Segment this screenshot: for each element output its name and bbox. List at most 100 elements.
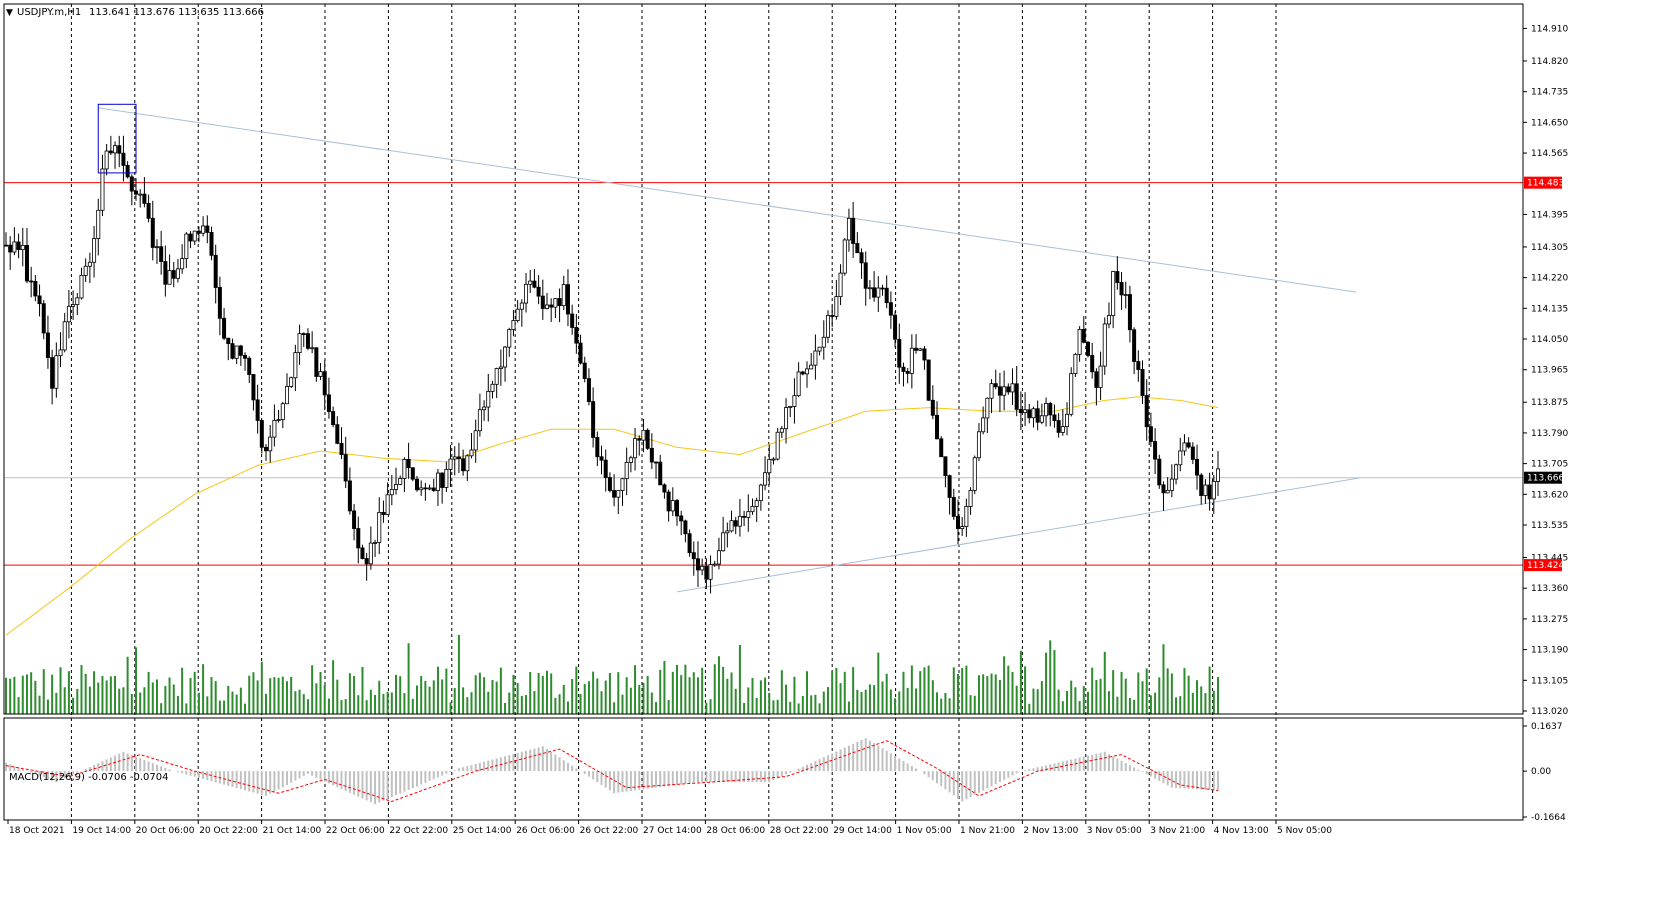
candle-body bbox=[658, 461, 663, 486]
candle-body bbox=[691, 552, 696, 560]
candle-body bbox=[1199, 474, 1204, 496]
trendline[interactable] bbox=[676, 477, 1361, 593]
candle-body bbox=[66, 305, 71, 323]
candle-body bbox=[1044, 403, 1049, 417]
price-label: 113.705 bbox=[1531, 460, 1568, 470]
candle-body bbox=[536, 286, 541, 297]
macd-tick-label: -0.1664 bbox=[1531, 813, 1566, 823]
candle-body bbox=[477, 409, 482, 432]
candle-body bbox=[1060, 426, 1065, 433]
candle-body bbox=[318, 371, 323, 377]
time-label: 18 Oct 2021 bbox=[9, 826, 65, 836]
candle-body bbox=[574, 327, 579, 344]
candle-body bbox=[498, 366, 503, 369]
price-axis[interactable]: 114.910 114.820 114.735 114.650 114.565 114.3… bbox=[1523, 24, 1568, 717]
candle-body bbox=[184, 233, 189, 259]
candle-body bbox=[637, 438, 642, 441]
candle-body bbox=[217, 287, 222, 319]
candle-body bbox=[750, 506, 755, 513]
candle-body bbox=[167, 270, 172, 285]
candle-body bbox=[926, 359, 931, 401]
volume-bars bbox=[5, 634, 1219, 714]
time-label: 22 Oct 22:00 bbox=[389, 826, 448, 836]
candle-body bbox=[452, 456, 457, 460]
candle-body bbox=[1216, 468, 1221, 482]
time-label: 25 Oct 14:00 bbox=[453, 826, 512, 836]
candle-body bbox=[1190, 446, 1195, 460]
price-level-label: 114.483 bbox=[1527, 179, 1564, 189]
candle-body bbox=[1018, 409, 1023, 413]
candle-body bbox=[402, 459, 407, 479]
candle-body bbox=[305, 333, 310, 349]
candle-body bbox=[612, 490, 617, 498]
candle-body bbox=[264, 446, 269, 452]
candle-body bbox=[238, 345, 243, 356]
candle-body bbox=[364, 558, 369, 565]
candle-body bbox=[1035, 408, 1040, 423]
candle-body bbox=[163, 261, 168, 285]
candle-body bbox=[1119, 282, 1124, 296]
time-label: 21 Oct 14:00 bbox=[263, 826, 322, 836]
candle-body bbox=[599, 456, 604, 461]
candle-body bbox=[641, 429, 646, 441]
candle-body bbox=[649, 447, 654, 463]
candle-body bbox=[784, 407, 789, 430]
time-label: 22 Oct 06:00 bbox=[326, 826, 385, 836]
candle-body bbox=[524, 283, 529, 304]
price-label: 113.020 bbox=[1531, 707, 1568, 717]
candle-body bbox=[4, 244, 9, 247]
candle-body bbox=[763, 472, 768, 486]
price-label: 113.965 bbox=[1531, 366, 1568, 376]
chart-title-arrow-icon[interactable]: ▼ bbox=[6, 8, 13, 18]
candle-body bbox=[792, 395, 797, 407]
candle-body bbox=[767, 459, 772, 474]
price-level-label: 113.424 bbox=[1527, 561, 1564, 571]
candle-body bbox=[159, 246, 164, 262]
candle-body bbox=[1136, 361, 1141, 370]
highlight-box[interactable] bbox=[97, 103, 137, 174]
candle-body bbox=[284, 386, 289, 405]
candle-body bbox=[100, 168, 105, 211]
candle-body bbox=[71, 304, 76, 307]
candle-body bbox=[507, 329, 512, 348]
candle-body bbox=[800, 371, 805, 375]
candle-body bbox=[876, 287, 881, 298]
candle-body bbox=[515, 308, 520, 321]
candle-body bbox=[41, 303, 46, 334]
candle-body bbox=[897, 338, 902, 368]
candle-body bbox=[24, 244, 29, 282]
macd-tick-label: 0.00 bbox=[1531, 767, 1551, 777]
candle-body bbox=[964, 506, 969, 528]
candle-body bbox=[381, 511, 386, 516]
candle-body bbox=[356, 528, 361, 549]
candle-body bbox=[914, 347, 919, 351]
horizontal-levels[interactable] bbox=[4, 182, 1523, 566]
candle-body bbox=[171, 270, 176, 279]
time-label: 27 Oct 14:00 bbox=[643, 826, 702, 836]
price-label: 114.565 bbox=[1531, 149, 1568, 159]
candle-body bbox=[83, 265, 88, 276]
candle-body bbox=[880, 287, 885, 290]
candle-body bbox=[1056, 420, 1061, 433]
candle-body bbox=[75, 297, 80, 306]
highlight-box-layer[interactable] bbox=[97, 103, 137, 174]
candle-body bbox=[289, 377, 294, 387]
candle-body bbox=[1090, 355, 1095, 373]
trendlines[interactable] bbox=[98, 107, 1361, 593]
candle-body bbox=[968, 489, 973, 507]
price-level-tag bbox=[1524, 559, 1562, 572]
price-label: 113.620 bbox=[1531, 490, 1568, 500]
candle-body bbox=[37, 295, 42, 305]
candle-body bbox=[1085, 341, 1090, 356]
time-axis[interactable]: 18 Oct 2021 19 Oct 14:00 20 Oct 06:00 20 Oc… bbox=[7, 820, 1332, 836]
candle-body bbox=[108, 150, 113, 154]
trendline[interactable] bbox=[98, 107, 1357, 293]
candle-body bbox=[398, 478, 403, 485]
time-label: 3 Nov 21:00 bbox=[1150, 826, 1205, 836]
candle-body bbox=[1102, 323, 1107, 367]
candle-body bbox=[779, 428, 784, 433]
candle-body bbox=[855, 243, 860, 254]
candle-body bbox=[976, 431, 981, 459]
